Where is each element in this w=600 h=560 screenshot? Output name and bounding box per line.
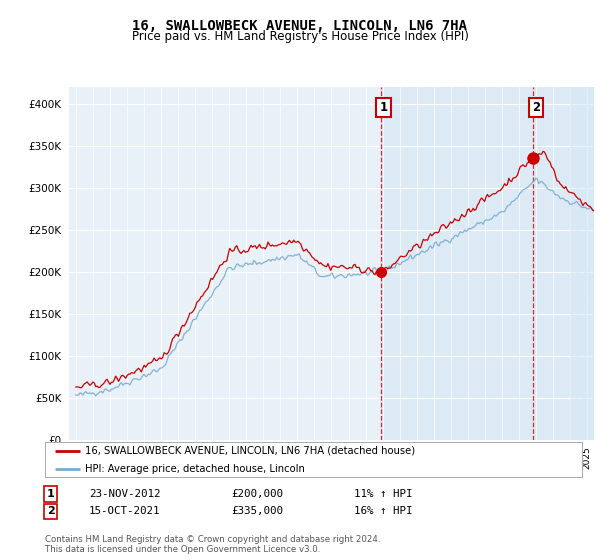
Bar <box>570 87 594 440</box>
Text: 16, SWALLOWBECK AVENUE, LINCOLN, LN6 7HA (detached house): 16, SWALLOWBECK AVENUE, LINCOLN, LN6 7HA… <box>85 446 415 456</box>
Text: 11% ↑ HPI: 11% ↑ HPI <box>354 489 413 499</box>
Text: £200,000: £200,000 <box>231 489 283 499</box>
Text: 1: 1 <box>47 489 55 499</box>
Text: 16, SWALLOWBECK AVENUE, LINCOLN, LN6 7HA: 16, SWALLOWBECK AVENUE, LINCOLN, LN6 7HA <box>133 19 467 33</box>
Text: 16% ↑ HPI: 16% ↑ HPI <box>354 506 413 516</box>
Text: 2: 2 <box>532 101 540 114</box>
Text: HPI: Average price, detached house, Lincoln: HPI: Average price, detached house, Linc… <box>85 464 305 474</box>
Text: 2: 2 <box>47 506 55 516</box>
Text: 15-OCT-2021: 15-OCT-2021 <box>89 506 160 516</box>
Text: Price paid vs. HM Land Registry's House Price Index (HPI): Price paid vs. HM Land Registry's House … <box>131 30 469 43</box>
Text: £335,000: £335,000 <box>231 506 283 516</box>
Text: Contains HM Land Registry data © Crown copyright and database right 2024.
This d: Contains HM Land Registry data © Crown c… <box>45 535 380 554</box>
Text: 1: 1 <box>379 101 388 114</box>
Text: 23-NOV-2012: 23-NOV-2012 <box>89 489 160 499</box>
Bar <box>381 87 594 440</box>
